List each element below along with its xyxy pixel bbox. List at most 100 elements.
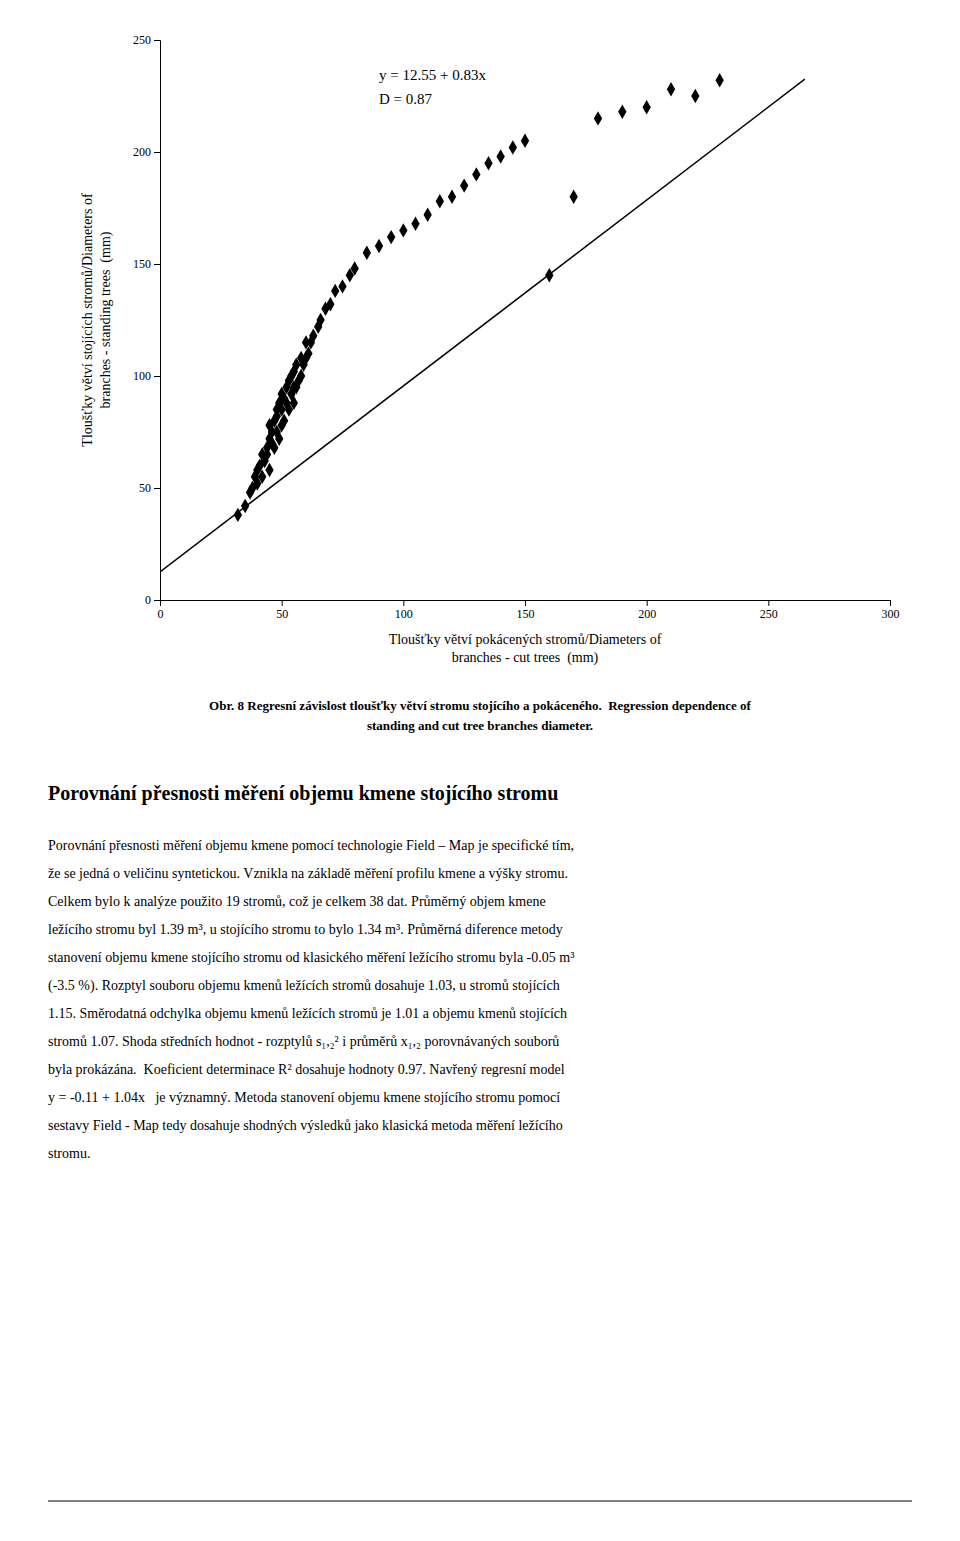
body-line: stromů 1.07. Shoda středních hodnot - ro… xyxy=(48,1034,559,1049)
x-axis: 0 50 100 150 200 250 300 xyxy=(158,600,900,621)
tick-mark xyxy=(154,600,160,601)
annotation: y = 12.55 + 0.83x xyxy=(379,67,486,83)
body-line: že se jedná o veličinu syntetickou. Vzni… xyxy=(48,866,568,881)
point xyxy=(338,279,346,293)
point xyxy=(331,284,339,298)
point xyxy=(363,246,371,260)
tick-mark xyxy=(525,600,526,606)
tick-mark xyxy=(768,600,769,606)
tick: 0 xyxy=(158,600,164,621)
plot-area xyxy=(160,73,805,572)
tick-mark xyxy=(154,376,160,377)
point xyxy=(460,178,468,192)
point xyxy=(375,239,383,253)
regression-line xyxy=(160,79,805,572)
body-line: sestavy Field - Map tedy dosahuje shodný… xyxy=(48,1118,563,1133)
point xyxy=(436,194,444,208)
point xyxy=(309,328,317,342)
x-axis-title: branches - cut trees (mm) xyxy=(452,650,599,666)
point xyxy=(351,261,359,275)
tick-label: 200 xyxy=(133,145,151,159)
tick-mark xyxy=(890,600,891,606)
tick: 200 xyxy=(133,145,160,159)
tick-label: 50 xyxy=(276,607,288,621)
y-axis-title: Tloušťky větví stojících stromů/Diameter… xyxy=(80,193,95,447)
bottom-rule xyxy=(48,1501,912,1502)
tick-label: 50 xyxy=(139,481,151,495)
tick: 50 xyxy=(276,600,288,621)
tick-label: 0 xyxy=(145,593,151,607)
caption: standing and cut tree branches diameter. xyxy=(367,718,593,733)
body-line: (-3.5 %). Rozptyl souboru objemu kmenů l… xyxy=(48,978,560,994)
point xyxy=(270,440,278,454)
tick-label: 250 xyxy=(133,33,151,47)
point xyxy=(667,82,675,96)
body-line: byla prokázána. Koeficient determinace R… xyxy=(48,1062,565,1077)
point xyxy=(545,268,553,282)
page: 0 50 100 150 200 250 300 0 50 100 150 200 250 y = 12.… xyxy=(0,0,960,1541)
y-axis: 0 50 100 150 200 250 xyxy=(133,33,161,607)
tick: 50 xyxy=(139,481,160,495)
body-line: Celkem bylo k analýze použito 19 stromů,… xyxy=(48,894,546,909)
tick: 300 xyxy=(882,600,900,621)
point xyxy=(618,104,626,118)
tick-label: 250 xyxy=(760,607,778,621)
point xyxy=(387,230,395,244)
tick: 200 xyxy=(638,600,656,621)
tick-label: 150 xyxy=(133,257,151,271)
tick: 100 xyxy=(395,600,413,621)
body-line: 1.15. Směrodatná odchylka objemu kmenů l… xyxy=(48,1006,567,1021)
tick: 150 xyxy=(133,257,160,271)
tick-mark xyxy=(154,40,160,41)
tick-label: 200 xyxy=(638,607,656,621)
point xyxy=(280,414,288,428)
body-line: y = -0.11 + 1.04x je významný. Metoda st… xyxy=(48,1090,560,1105)
body-line: ležícího stromu byl 1.39 m³, u stojícího… xyxy=(48,922,563,937)
tick-label: 300 xyxy=(882,607,900,621)
tick: 250 xyxy=(133,33,160,47)
tick: 100 xyxy=(133,369,160,383)
tick-mark xyxy=(154,488,160,489)
annotation: D = 0.87 xyxy=(379,91,433,107)
point xyxy=(594,111,602,125)
tick-label: 150 xyxy=(517,607,535,621)
tick-mark xyxy=(154,264,160,265)
body-line: Porovnání přesnosti měření objemu kmene … xyxy=(48,838,574,853)
point xyxy=(643,100,651,114)
point xyxy=(275,432,283,446)
point xyxy=(691,89,699,103)
tick-label: 100 xyxy=(133,369,151,383)
point xyxy=(509,140,517,154)
point xyxy=(716,73,724,87)
point xyxy=(497,149,505,163)
point xyxy=(570,190,578,204)
point xyxy=(258,470,266,484)
body-line: stanovení objemu kmene stojícího stromu … xyxy=(48,950,574,965)
axis-line xyxy=(161,601,891,607)
point xyxy=(241,499,249,513)
point xyxy=(484,156,492,170)
tick-label: 100 xyxy=(395,607,413,621)
point xyxy=(326,297,334,311)
section-title: Porovnání přesnosti měření objemu kmene … xyxy=(48,782,558,805)
point xyxy=(290,396,298,410)
point xyxy=(316,313,324,327)
point xyxy=(399,223,407,237)
tick: 250 xyxy=(760,600,778,621)
caption: Obr. 8 Regresní závislost tloušťky větví… xyxy=(209,698,751,713)
x-axis-title: Tloušťky větví pokácených stromů/Diamete… xyxy=(389,632,662,647)
point xyxy=(521,134,529,148)
tick-mark xyxy=(154,152,160,153)
point xyxy=(472,167,480,181)
point xyxy=(265,463,273,477)
tick-mark xyxy=(403,600,404,606)
tick: 0 xyxy=(145,593,160,607)
tick-label: 0 xyxy=(158,607,164,621)
point xyxy=(263,447,271,461)
axis-line xyxy=(154,41,161,601)
point xyxy=(411,216,419,230)
point xyxy=(234,508,242,522)
tick: 150 xyxy=(517,600,535,621)
tick-mark xyxy=(282,600,283,606)
y-axis-title: branches - standing trees (mm) xyxy=(98,231,114,408)
